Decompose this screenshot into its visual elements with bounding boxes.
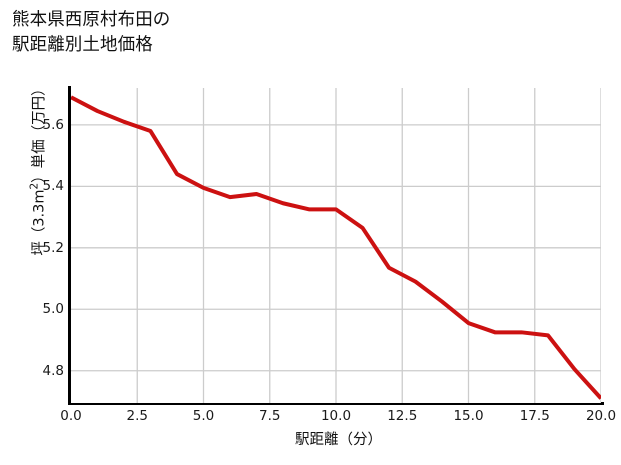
x-tick-label: 5.0 bbox=[192, 408, 215, 424]
y-axis-tick-labels: 4.8 5.0 5.2 5.4 5.6 bbox=[0, 0, 64, 465]
x-tick-label: 20.0 bbox=[585, 408, 617, 424]
y-tick-label: 5.0 bbox=[42, 301, 64, 318]
y-axis-title: 坪（3.3m2）単価（万円） bbox=[28, 19, 49, 319]
y-tick-label: 5.6 bbox=[42, 116, 64, 133]
x-tick-label: 17.5 bbox=[519, 408, 550, 424]
y-tick-label: 5.2 bbox=[42, 239, 64, 256]
x-axis-spine bbox=[68, 402, 604, 405]
y-axis-title-text: 坪（3.3m2）単価（万円） bbox=[28, 81, 48, 256]
x-tick-label: 2.5 bbox=[126, 408, 148, 424]
plot-area bbox=[71, 88, 601, 403]
y-tick-label: 4.8 bbox=[42, 362, 64, 379]
chart-canvas bbox=[71, 88, 601, 403]
page-title: 熊本県西原村布田の 駅距離別土地価格 bbox=[12, 8, 512, 58]
x-tick-label: 7.5 bbox=[259, 408, 281, 424]
y-axis-spine bbox=[68, 86, 71, 405]
x-tick-label: 0.0 bbox=[60, 408, 82, 424]
x-tick-label: 15.0 bbox=[453, 408, 484, 424]
vertical-gridlines bbox=[136, 88, 601, 403]
y-tick-label: 5.4 bbox=[42, 178, 64, 195]
x-tick-label: 10.0 bbox=[320, 408, 352, 424]
x-axis-title-text: 駅距離（分） bbox=[295, 432, 382, 448]
x-tick-label: 12.5 bbox=[387, 408, 418, 424]
chart-title-text: 熊本県西原村布田の 駅距離別土地価格 bbox=[12, 10, 171, 55]
price-line-series bbox=[71, 95, 601, 400]
x-axis-title: 駅距離（分） bbox=[0, 428, 621, 449]
